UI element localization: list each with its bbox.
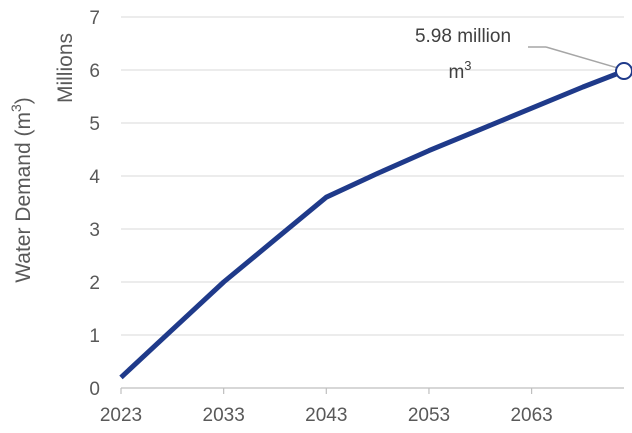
annotation-value-label: 5.98 million: [415, 26, 511, 47]
annotation-leader-line-tail: [545, 46, 619, 69]
y-tick-label: 2: [89, 273, 100, 294]
x-tick-label: 2053: [408, 405, 450, 426]
y-axis-ticks: 0 1 2 3 4 5 6 7: [89, 8, 100, 400]
y-tick-label: 6: [89, 61, 100, 82]
x-tick-label: 2043: [305, 405, 347, 426]
y-axis-units-label: Millions: [54, 33, 77, 103]
y-tick-label: 7: [89, 8, 100, 29]
x-axis-ticks: 2023 2033 2043 2053 2063: [100, 388, 553, 426]
annotation-unit-label: m3: [448, 58, 471, 83]
y-tick-label: 5: [89, 114, 100, 135]
series-line-water-demand: [119, 68, 625, 380]
x-tick-label: 2023: [100, 405, 142, 426]
y-axis-title: Water Demand (m3): [8, 97, 35, 283]
y-tick-label: 3: [89, 220, 100, 241]
gridlines: [121, 16, 624, 336]
y-tick-label: 1: [89, 326, 100, 347]
end-point-marker: [615, 62, 632, 81]
x-tick-label: 2033: [203, 405, 245, 426]
y-tick-label: 4: [89, 167, 100, 188]
x-tick-label: 2063: [510, 405, 552, 426]
y-tick-label: 0: [89, 379, 100, 400]
